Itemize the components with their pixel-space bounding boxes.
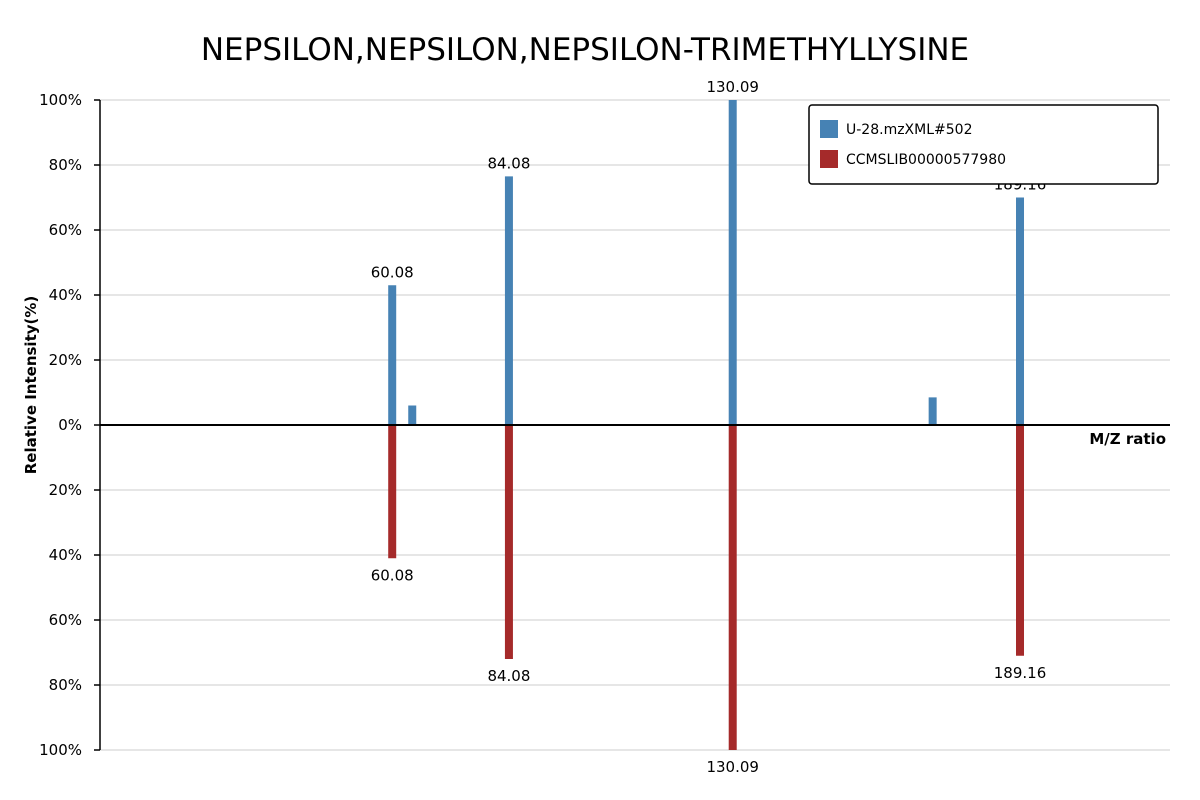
- query-peak-label: 60.08: [371, 263, 414, 281]
- library-peak-label: 84.08: [487, 667, 530, 685]
- query-peak-bar: [728, 100, 737, 425]
- legend-swatch-1: [820, 150, 838, 168]
- chart-title: NEPSILON,NEPSILON,NEPSILON-TRIMETHYLLYSI…: [201, 32, 969, 68]
- query-peak-bar: [1016, 197, 1025, 425]
- library-peak-bar: [728, 425, 737, 750]
- y-tick-label: 20%: [49, 351, 82, 369]
- legend-swatch-0: [820, 120, 838, 138]
- y-tick-label: 60%: [49, 611, 82, 629]
- legend-box: [808, 104, 1159, 185]
- peak-labels: 60.0884.08130.09189.1660.0884.08130.0918…: [371, 78, 1047, 776]
- y-tick-label: 40%: [49, 286, 82, 304]
- library-peak-bar: [388, 425, 397, 559]
- query-peak-bar: [408, 405, 417, 425]
- legend-label-1: CCMSLIB00000577980: [846, 152, 1006, 168]
- x-axis-title: M/Z ratio: [1089, 430, 1166, 448]
- y-tick-label: 20%: [49, 481, 82, 499]
- library-peak-bar: [504, 425, 513, 659]
- library-peak-label: 189.16: [994, 664, 1047, 682]
- y-tick-label: 80%: [49, 156, 82, 174]
- library-peak-label: 130.09: [706, 758, 759, 776]
- legend: U-28.mzXML#502 CCMSLIB00000577980: [808, 104, 1159, 185]
- library-peak-label: 60.08: [371, 566, 414, 584]
- y-axis-title: Relative Intensity(%): [22, 296, 40, 475]
- y-axis-ticks: 100% 80% 60% 40% 20% 0% 20% 40% 60% 80% 100%: [39, 91, 100, 759]
- y-tick-label: 100%: [39, 741, 82, 759]
- query-peak-bar: [928, 397, 937, 425]
- library-peak-bar: [1016, 425, 1025, 656]
- query-peak-label: 130.09: [706, 78, 759, 96]
- query-peak-bar: [504, 176, 513, 425]
- query-peak-bar: [388, 285, 397, 425]
- y-tick-label: 40%: [49, 546, 82, 564]
- peak-bars: [388, 100, 1025, 750]
- legend-label-0: U-28.mzXML#502: [846, 122, 972, 138]
- query-peak-label: 84.08: [487, 154, 530, 172]
- y-tick-label: 60%: [49, 221, 82, 239]
- y-tick-label: 80%: [49, 676, 82, 694]
- axes: [99, 100, 1170, 750]
- grid-lines: [100, 99, 1170, 751]
- y-tick-label: 0%: [58, 416, 82, 434]
- y-tick-label: 100%: [39, 91, 82, 109]
